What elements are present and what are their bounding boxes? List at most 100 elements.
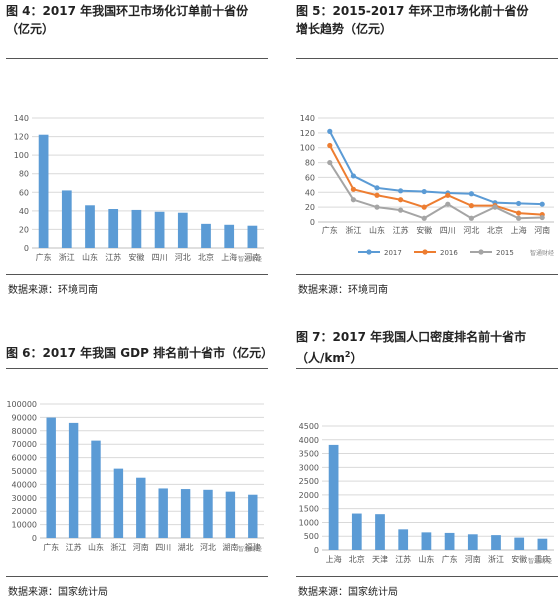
chart-1-bar	[85, 205, 95, 248]
chart-2-point-2016	[445, 192, 451, 198]
chart-3-top-rule	[6, 368, 268, 369]
chart-1-ytick-label: 80	[19, 170, 29, 179]
chart-2-ytick-label: 140	[300, 114, 315, 123]
chart-4-ytick-label: 2000	[299, 491, 319, 500]
chart-2-point-2017	[350, 173, 356, 179]
chart-3-bar	[68, 422, 79, 538]
chart-1-ytick-label: 0	[24, 244, 29, 253]
chart-3-ytick-label: 100000	[6, 400, 37, 409]
chart-1-svg: 0 20 40 60 80 100 120 140 广东 浙江 山东 江苏 安徽 四川 河北 北京 上海 河南智通…	[14, 114, 264, 263]
chart-3-ytick-label: 70000	[12, 440, 37, 449]
chart-2-point-2015	[445, 201, 451, 207]
chart-2-point-2017	[398, 188, 404, 194]
chart-4-source: 数据来源：国家统计局	[298, 587, 398, 598]
chart-3-category-label: 河南	[133, 542, 149, 552]
chart-4-category-label: 重庆	[534, 554, 550, 564]
chart-2-svg: 0 20 40 60 80 100 120 140 广东 浙江 山东 江苏 安徽 四川 河北 北京 上海 河南 20…	[300, 114, 554, 257]
chart-4-title-end: ）	[350, 351, 363, 365]
chart-3-category-label: 四川	[155, 543, 171, 552]
chart-2-point-2016	[350, 186, 356, 192]
chart-1-bar	[247, 225, 258, 248]
chart-1-ytick-label: 140	[14, 114, 29, 123]
chart-4-ytick-label: 1000	[299, 518, 319, 527]
chart-4-ytick-label: 0	[314, 546, 319, 555]
chart-1-bottom-rule	[6, 274, 268, 275]
chart-4-category-label: 上海	[326, 554, 342, 564]
chart-2-legend-marker-2016	[422, 249, 428, 255]
chart-2-point-2016	[398, 197, 404, 203]
chart-1-bar	[154, 211, 165, 248]
chart-2-point-2015	[398, 207, 404, 213]
chart-4-title-main: 图 7：2017 年我国人口密度排名前十省市（人/km	[296, 330, 527, 365]
chart-1-watermark: 智通财经	[238, 255, 262, 263]
chart-2-category-label: 浙江	[345, 225, 361, 235]
chart-2-category-label: 山东	[369, 225, 385, 235]
chart-1-category-label: 河南	[244, 252, 260, 262]
chart-3-title: 图 6：2017 年我国 GDP 排名前十省市（亿元）	[6, 346, 274, 360]
chart-2-point-2015	[539, 214, 545, 221]
chart-2-legend-label: 2015	[496, 249, 514, 257]
chart-2-ytick-label: 40	[305, 188, 315, 197]
chart-3-bar	[180, 489, 191, 538]
chart-2-point-2015	[468, 215, 474, 221]
chart-3-ytick-label: 80000	[12, 427, 37, 436]
chart-1-bar	[224, 224, 235, 248]
chart-2-series-line-2015	[328, 162, 543, 220]
chart-4-ytick-label: 2500	[299, 477, 319, 486]
chart-3-bar	[113, 468, 124, 538]
chart-1-ytick-label: 60	[19, 188, 29, 197]
chart-3-category-label: 福建	[245, 542, 261, 552]
chart-2-category-label: 河南	[534, 225, 550, 235]
chart-2-ytick-label: 0	[310, 218, 315, 227]
chart-4-bar	[467, 534, 478, 550]
chart-3-ytick-label: 50000	[12, 467, 37, 476]
chart-2-category-label: 河北	[463, 225, 479, 235]
chart-2-point-2015	[492, 204, 498, 210]
chart-3-source: 数据来源：国家统计局	[8, 587, 108, 598]
chart-4-title: 图 7：2017 年我国人口密度排名前十省市（人/km2）	[296, 328, 546, 367]
chart-4-category-label: 山东	[418, 554, 434, 564]
chart-2-point-2017	[468, 191, 474, 197]
chart-1-ytick-label: 20	[19, 225, 29, 234]
chart-3-ytick-label: 60000	[12, 454, 37, 463]
chart-4-bar	[421, 532, 432, 550]
chart-1-bar	[201, 223, 211, 248]
chart-2-category-label: 广东	[322, 225, 338, 235]
chart-2-ytick-label: 120	[300, 129, 315, 138]
chart-2-ytick-label: 100	[300, 144, 315, 153]
chart-4-ytick-label: 500	[304, 532, 319, 541]
chart-1-ytick-label: 40	[19, 207, 29, 216]
chart-3-category-label: 广东	[43, 542, 59, 552]
chart-2-point-2017	[516, 200, 522, 207]
chart-2-legend-marker-2015	[478, 249, 484, 255]
chart-1-source: 数据来源：环境司南	[8, 285, 98, 296]
chart-1-bar	[177, 212, 188, 248]
chart-2-point-2016	[421, 204, 427, 210]
chart-3-category-label: 山东	[88, 542, 104, 552]
chart-2-point-2017	[374, 185, 380, 191]
chart-4-bottom-rule	[296, 576, 558, 577]
chart-3-ytick-label: 40000	[12, 480, 37, 489]
chart-2-bottom-rule	[296, 274, 558, 275]
chart-2-point-2015	[516, 215, 522, 221]
chart-3-bar	[158, 488, 168, 538]
chart-1-bar	[61, 190, 72, 248]
chart-2-legend-label: 2016	[440, 249, 458, 257]
chart-1-category-label: 四川	[152, 253, 168, 262]
chart-1-category-label: 广东	[36, 252, 52, 262]
chart-2-point-2016	[516, 210, 522, 216]
chart-1-title: 图 4：2017 年我国环卫市场化订单前十省份（亿元）	[6, 4, 249, 36]
chart-4-category-label: 天津	[372, 554, 388, 564]
chart-3-bar	[203, 489, 213, 538]
chart-4-bar	[375, 514, 385, 550]
chart-4-bar	[328, 444, 339, 550]
chart-3-bar	[136, 477, 146, 538]
chart-1-category-label: 河北	[175, 252, 191, 262]
chart-3-bar	[46, 417, 56, 538]
chart-3-ytick-label: 20000	[12, 507, 37, 516]
chart-4-watermark: 智通财经	[528, 557, 552, 565]
chart-2-series-line-2017	[328, 130, 543, 206]
chart-3-ytick-label: 30000	[12, 494, 37, 503]
chart-3-ytick-label: 0	[32, 534, 37, 543]
chart-4-ytick-label: 3500	[299, 450, 319, 459]
